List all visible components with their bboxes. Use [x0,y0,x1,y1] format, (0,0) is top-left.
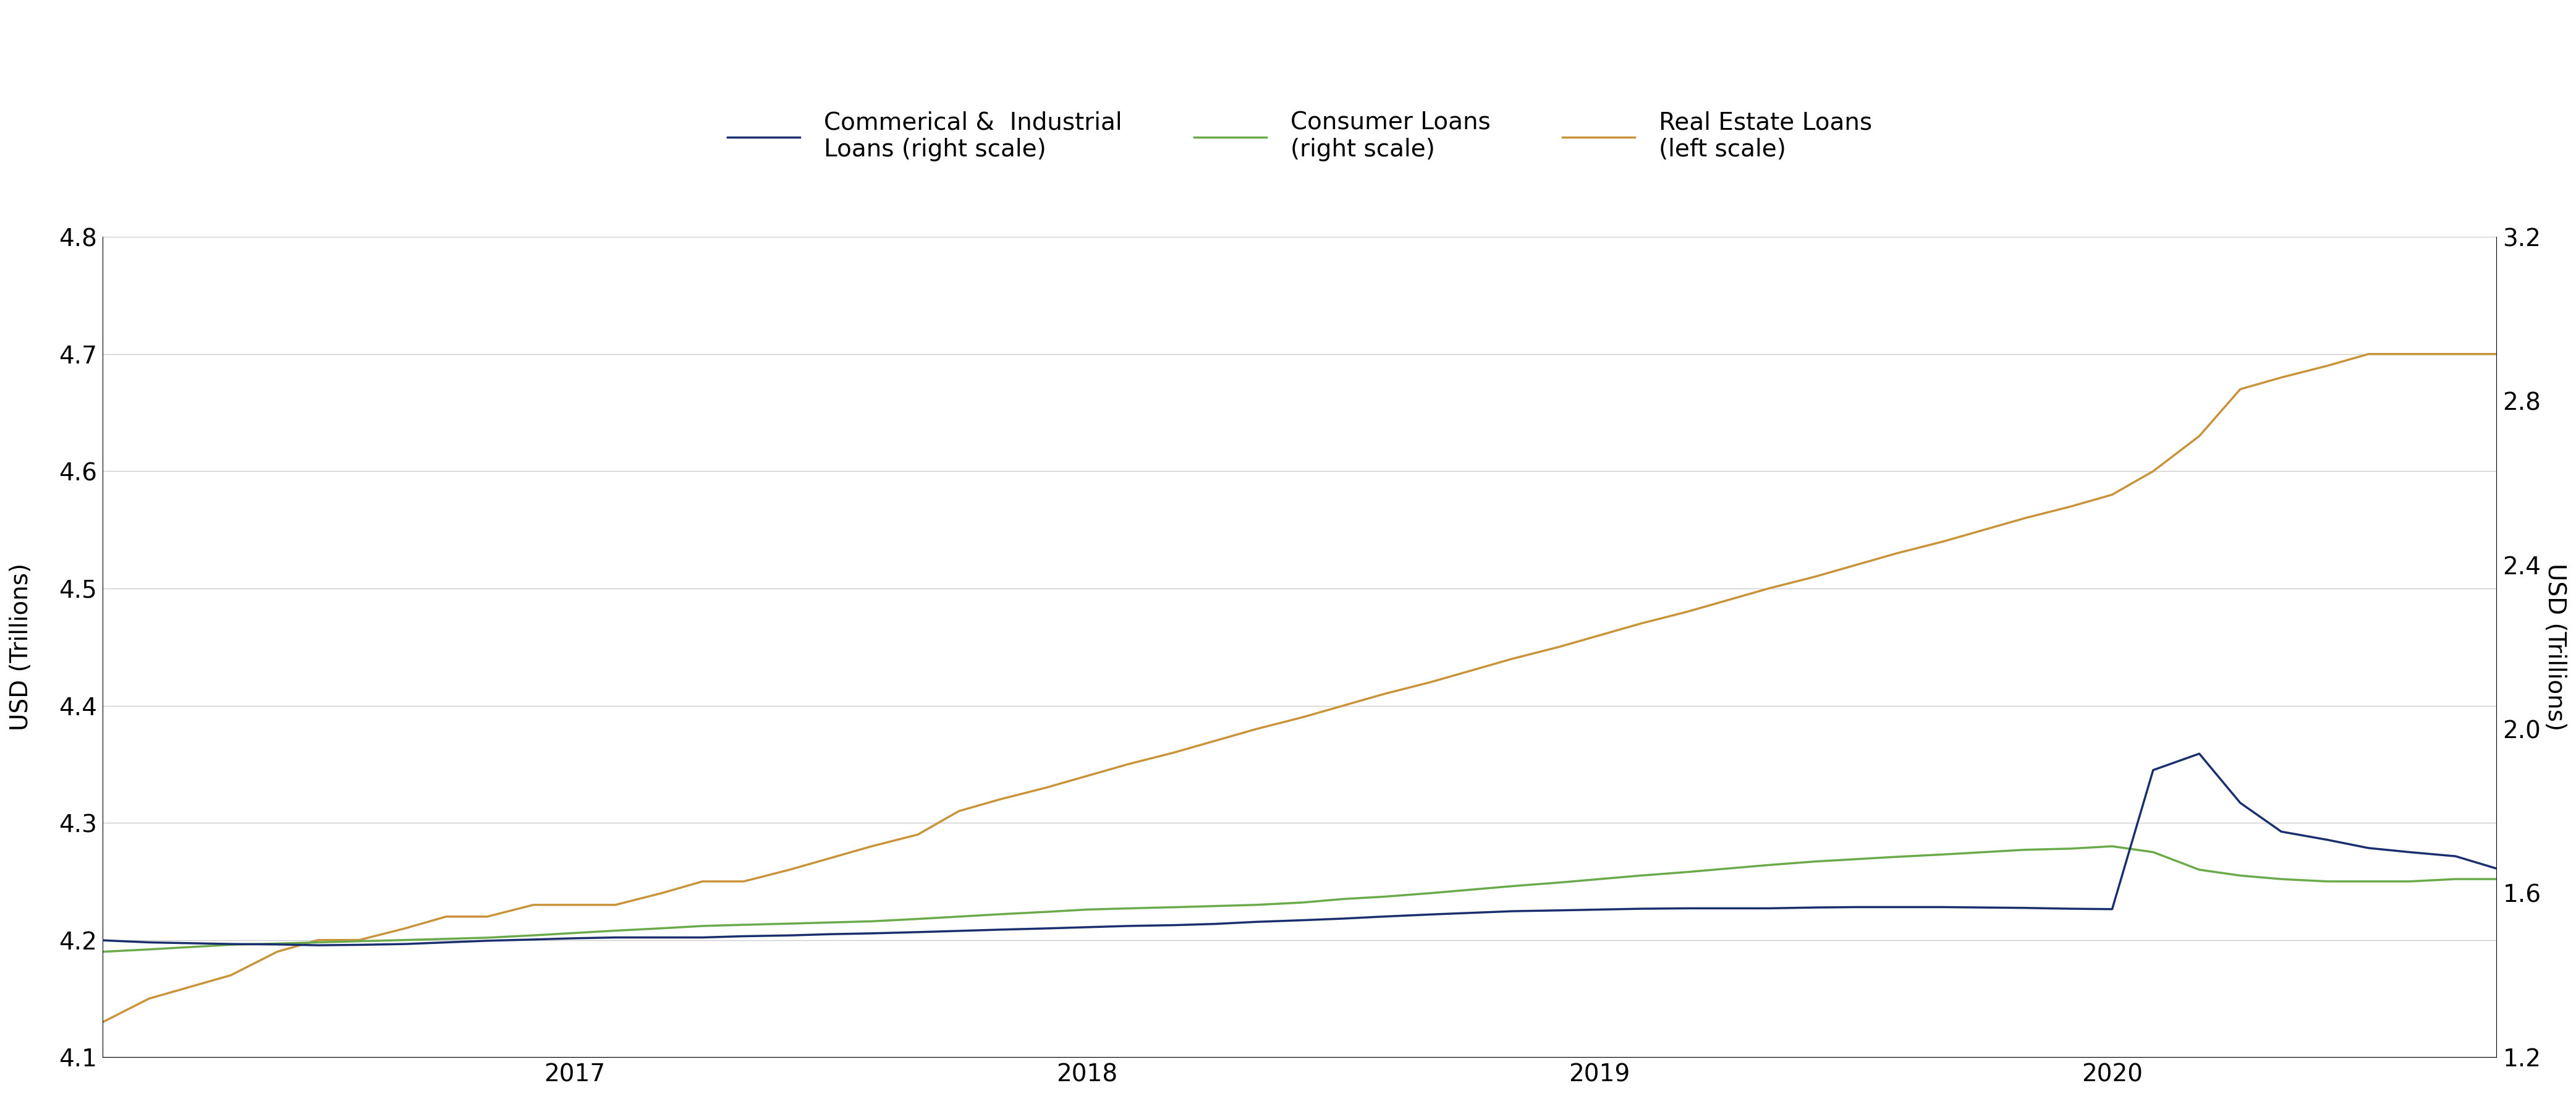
Y-axis label: USD (Trillions): USD (Trillions) [2543,563,2566,731]
Y-axis label: USD (Trillions): USD (Trillions) [10,563,33,731]
Legend: Commerical &  Industrial
Loans (right scale), Consumer Loans
(right scale), Real: Commerical & Industrial Loans (right sca… [719,101,1880,171]
